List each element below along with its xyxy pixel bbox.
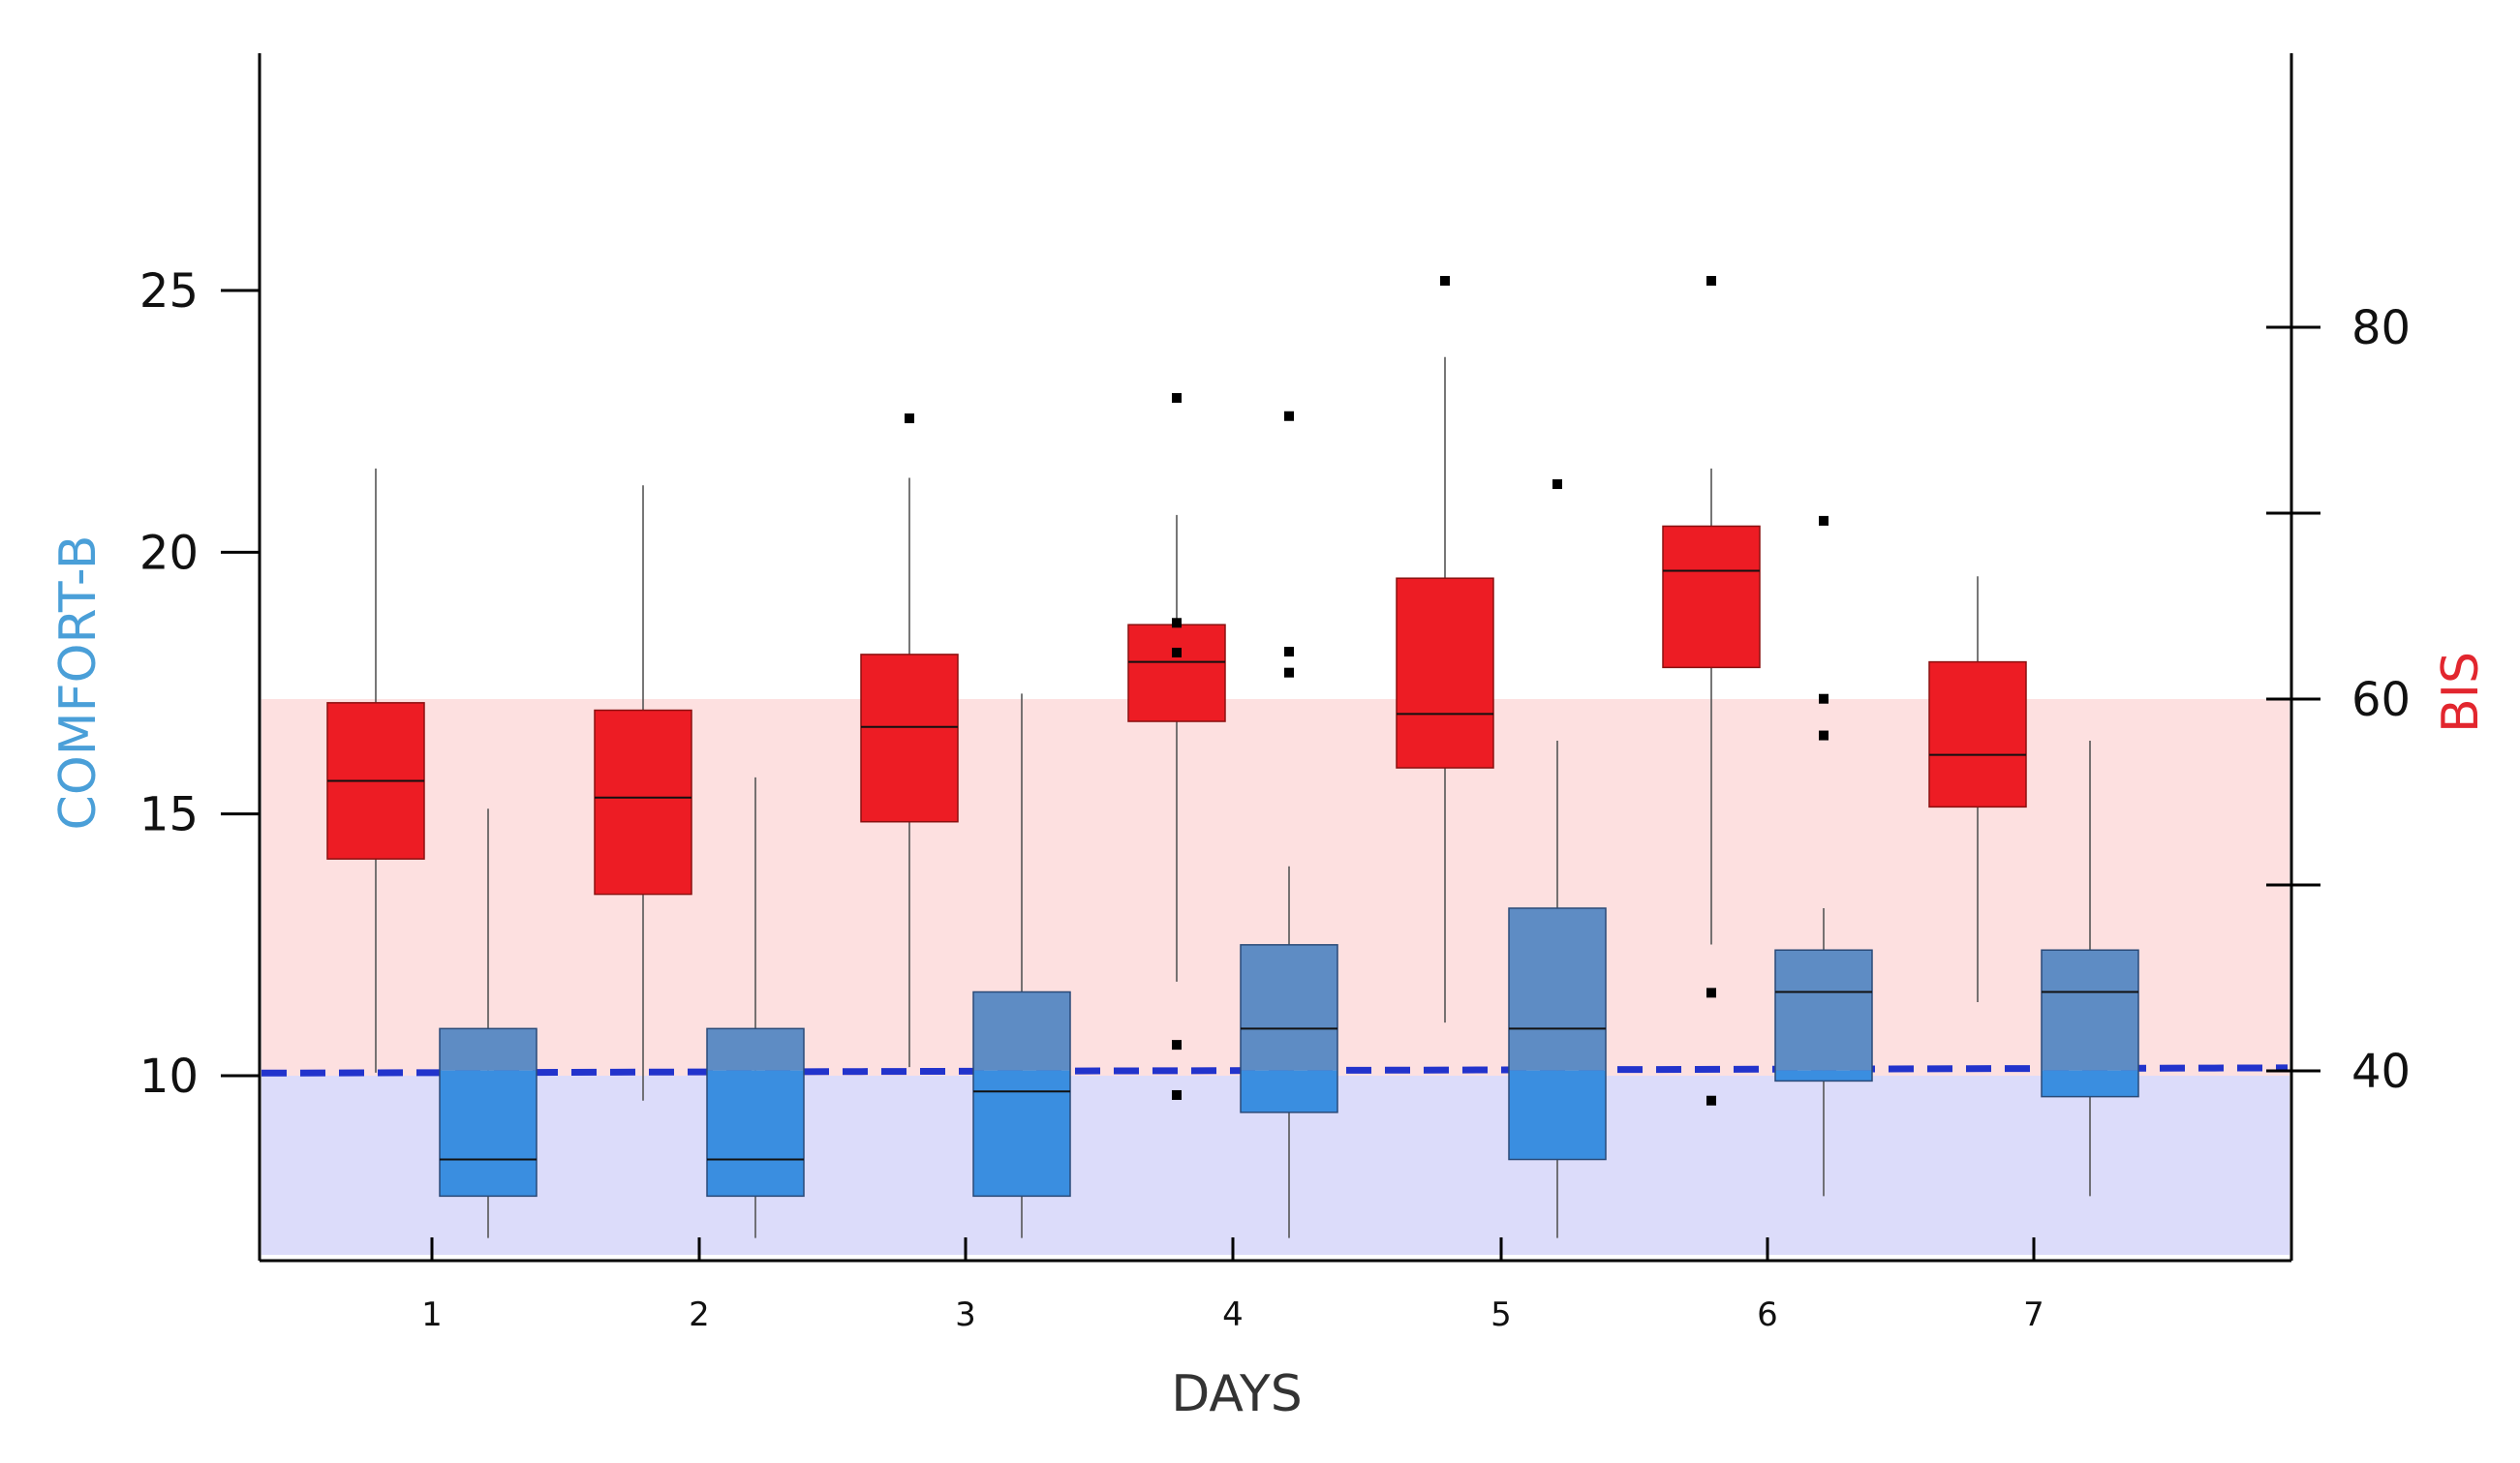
comfort-box-outline-day-1 [439, 1027, 538, 1198]
comfort-box-lower-day-2 [707, 1070, 804, 1197]
right-tick-label-60: 60 [2351, 673, 2411, 727]
comfort-box-upper-day-5 [1509, 907, 1606, 1071]
left-tick-label-20: 20 [139, 526, 199, 580]
x-tick-label-3: 3 [955, 1295, 976, 1334]
x-axis-title: DAYS [1171, 1365, 1302, 1423]
bis-box-day-3-iqr [860, 654, 959, 823]
right-tick-label-80: 80 [2351, 301, 2411, 355]
bis-outlier-day-3-1 [905, 413, 914, 424]
left-tick-label-15: 15 [139, 788, 199, 842]
bis-box-day-2 [594, 485, 692, 1101]
bis-box-day-7 [1928, 576, 2027, 1002]
left-tick-label-10: 10 [139, 1050, 199, 1104]
comfort-outlier-day-6-3 [1819, 730, 1829, 741]
axes-group [258, 53, 2293, 1263]
x-tick-label-6: 6 [1757, 1295, 1778, 1334]
comfort-box-day-2 [706, 777, 805, 1238]
comfort-box-outline-day-5 [1508, 907, 1607, 1161]
bis-outlier-day-5-1 [1440, 276, 1450, 286]
bis-box-day-4-iqr [1127, 624, 1226, 722]
right-y-axis-title: BIS [2432, 652, 2490, 733]
comfort-outlier-day-4-3 [1284, 667, 1294, 678]
x-tick-label-1: 1 [421, 1295, 443, 1334]
bis-box-day-7-iqr [1928, 660, 2027, 808]
comfort-outlier-day-5-1 [1552, 479, 1562, 490]
bis-box-day-3 [860, 413, 959, 1068]
comfort-box-day-7 [2041, 740, 2139, 1197]
bis-box-day-6-iqr [1662, 525, 1761, 669]
comfort-box-day-5 [1508, 479, 1607, 1238]
tick-group: 10 15 20 25 40 60 80 1 2 3 4 5 6 7 [139, 264, 2411, 1334]
bis-outlier-day-4-3 [1172, 392, 1182, 403]
comfort-outlier-day-4-2 [1284, 647, 1294, 657]
comfort-box-day-3 [972, 693, 1071, 1238]
comfort-box-outline-day-7 [2041, 949, 2139, 1098]
comfort-outlier-day-6-2 [1819, 693, 1829, 704]
box-series-group [326, 276, 2139, 1238]
bis-box-day-5-iqr [1396, 577, 1494, 769]
comfort-box-outline-day-3 [972, 991, 1071, 1198]
comfort-outlier-day-6-1 [1819, 515, 1829, 526]
bis-box-day-2-iqr [594, 709, 692, 896]
comfort-box-day-1 [439, 808, 538, 1238]
x-tick-label-7: 7 [2023, 1295, 2044, 1334]
comfort-box-upper-day-2 [707, 1028, 804, 1071]
left-tick-label-25: 25 [139, 264, 199, 319]
bis-outlier-day-4-5 [1172, 648, 1182, 657]
comfort-box-outline-day-2 [706, 1027, 805, 1198]
bis-outlier-day-6-2 [1706, 1095, 1716, 1106]
bis-outlier-day-4-2 [1172, 1089, 1182, 1100]
bis-outlier-day-4-1 [1172, 1040, 1182, 1051]
comfort-box-upper-day-6 [1775, 950, 1872, 1071]
bis-box-day-1 [326, 468, 425, 1073]
left-y-axis-title: COMFORT-B [49, 535, 108, 831]
bis-box-day-5 [1396, 276, 1494, 1023]
right-tick-label-40: 40 [2351, 1045, 2411, 1099]
x-tick-label-5: 5 [1490, 1295, 1512, 1334]
comfort-box-day-4 [1240, 411, 1338, 1238]
comfort-outlier-day-4-1 [1284, 411, 1294, 421]
comfort-box-lower-day-6 [1775, 1070, 1872, 1082]
comfort-box-lower-day-1 [440, 1070, 537, 1197]
comfort-box-lower-day-4 [1241, 1070, 1337, 1112]
comfort-box-lower-day-3 [973, 1070, 1070, 1197]
x-tick-label-2: 2 [689, 1295, 710, 1334]
comfort-box-outline-day-6 [1774, 949, 1873, 1082]
bis-outlier-day-4-4 [1172, 618, 1182, 628]
bis-outlier-day-6-3 [1706, 276, 1716, 286]
comfort-box-upper-day-3 [973, 991, 1070, 1071]
comfort-box-day-6 [1774, 515, 1873, 1197]
bis-outlier-day-6-1 [1706, 988, 1716, 998]
comfort-box-upper-day-1 [440, 1028, 537, 1071]
comfort-box-lower-day-7 [2042, 1070, 2138, 1097]
comfort-box-upper-day-7 [2042, 950, 2138, 1071]
x-tick-label-4: 4 [1222, 1295, 1244, 1334]
bis-box-day-6 [1662, 276, 1761, 1106]
bis-box-day-4 [1127, 392, 1226, 1100]
comfort-box-upper-day-4 [1241, 944, 1337, 1071]
comfort-box-lower-day-5 [1509, 1070, 1606, 1160]
